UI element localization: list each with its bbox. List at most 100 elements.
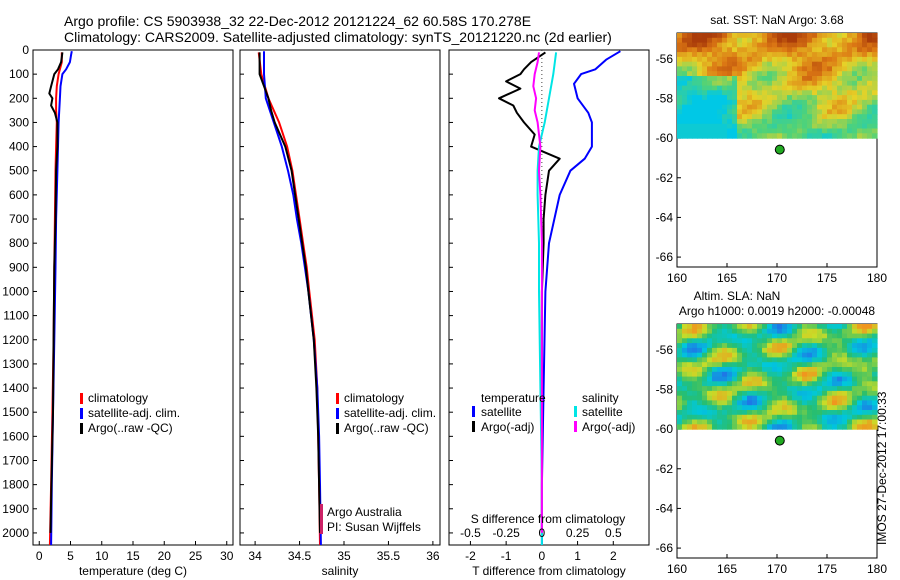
salinity-legend-label-0: climatology bbox=[344, 391, 404, 405]
sst-map-xtick-label-4: 180 bbox=[867, 271, 887, 285]
depth-tick-label-20: 2000 bbox=[2, 526, 29, 540]
sla-map-subtitle: Argo h1000: 0.0019 h2000: -0.00048 bbox=[679, 304, 875, 318]
temperature-legend-swatch-2 bbox=[80, 423, 83, 434]
difference-legend-t-swatch-0 bbox=[472, 406, 475, 417]
temperature-xtick-label-3: 15 bbox=[126, 549, 140, 563]
depth-tick-label-4: 400 bbox=[9, 140, 29, 154]
salinity-xtick-label-1: 34.5 bbox=[288, 549, 312, 563]
sst-map-xtick-label-0: 160 bbox=[667, 271, 687, 285]
sla-map-xtick-label-2: 170 bbox=[767, 562, 787, 576]
temperature-xtick-label-2: 10 bbox=[95, 549, 109, 563]
difference-series-3-line bbox=[532, 52, 543, 533]
temperature-legend-label-0: climatology bbox=[88, 391, 148, 405]
depth-tick-label-13: 1300 bbox=[2, 357, 29, 371]
salinity-legend-swatch-0 bbox=[336, 393, 339, 404]
difference-xtick-label-0: -2 bbox=[465, 549, 476, 563]
depth-tick-label-17: 1700 bbox=[2, 453, 29, 467]
salinity-xtick-label-2: 35 bbox=[337, 549, 351, 563]
sst-map-ytick-label-3: -62 bbox=[656, 171, 674, 185]
temperature-xtick-label-4: 20 bbox=[158, 549, 172, 563]
temperature-x-axis-label: temperature (deg C) bbox=[79, 564, 187, 578]
difference-xtick-label-3: 1 bbox=[574, 549, 581, 563]
sla-map-xtick-label-0: 160 bbox=[667, 562, 687, 576]
difference-legend-t-label-0: satellite bbox=[481, 405, 522, 419]
sla-map-xtick-label-1: 165 bbox=[717, 562, 737, 576]
temperature-legend-swatch-0 bbox=[80, 393, 83, 404]
sla-map-title: Altim. SLA: NaN bbox=[694, 289, 781, 303]
sla-map-ytick-label-2: -60 bbox=[656, 422, 674, 436]
salinity-annotation-0: Argo Australia bbox=[327, 505, 402, 519]
sst-map-xtick-label-2: 170 bbox=[767, 271, 787, 285]
sla-map-ytick-label-5: -66 bbox=[656, 541, 674, 555]
depth-tick-label-10: 1000 bbox=[2, 284, 29, 298]
sst-map-ytick-label-0: -56 bbox=[656, 52, 674, 66]
sst-map-ytick-label-1: -58 bbox=[656, 91, 674, 105]
salinity-x-axis-label: salinity bbox=[322, 564, 359, 578]
sst-map-xtick-label-1: 165 bbox=[717, 271, 737, 285]
salinity-series-0-line bbox=[257, 52, 321, 546]
difference-s-tick-label-2: 0 bbox=[539, 526, 546, 540]
depth-tick-label-15: 1500 bbox=[2, 405, 29, 419]
depth-tick-label-7: 700 bbox=[9, 212, 29, 226]
sla-map-ytick-label-3: -62 bbox=[656, 462, 674, 476]
temperature-frame bbox=[32, 49, 234, 546]
salinity-xtick-label-4: 36 bbox=[426, 549, 440, 563]
difference-xtick-label-1: -1 bbox=[501, 549, 512, 563]
sst-map-argo-point bbox=[774, 144, 785, 155]
sla-map-ytick-label-4: -64 bbox=[656, 501, 674, 515]
sla-map-xtick-label-3: 175 bbox=[817, 562, 837, 576]
temperature-series-2-line bbox=[48, 52, 64, 533]
temperature-legend-swatch-1 bbox=[80, 408, 83, 419]
depth-tick-label-14: 1400 bbox=[2, 381, 29, 395]
depth-tick-label-3: 300 bbox=[9, 115, 29, 129]
difference-legend-s-label-0: satellite bbox=[582, 405, 623, 419]
temperature-xtick-label-6: 30 bbox=[220, 549, 234, 563]
salinity-xtick-label-0: 34 bbox=[248, 549, 262, 563]
depth-tick-label-5: 500 bbox=[9, 164, 29, 178]
difference-series-0-line bbox=[540, 50, 621, 545]
temperature-legend-label-2: Argo(..raw -QC) bbox=[88, 421, 173, 435]
difference-s-tick-label-3: 0.25 bbox=[566, 526, 590, 540]
figure-title-line-2: Climatology: CARS2009. Satellite-adjuste… bbox=[64, 29, 612, 45]
temperature-xtick-label-5: 25 bbox=[189, 549, 203, 563]
sla-map-argo-point bbox=[774, 435, 785, 446]
difference-s-tick-label-1: -0.25 bbox=[492, 526, 520, 540]
depth-tick-label-18: 1800 bbox=[2, 478, 29, 492]
sst-map-xtick-label-3: 175 bbox=[817, 271, 837, 285]
difference-legend-temperature-title: temperature bbox=[481, 391, 546, 405]
sst-map-ytick-label-5: -66 bbox=[656, 250, 674, 264]
sst-map-ytick-label-2: -60 bbox=[656, 131, 674, 145]
difference-frame bbox=[448, 49, 650, 546]
salinity-series-1-line bbox=[263, 51, 322, 546]
depth-tick-label-19: 1900 bbox=[2, 502, 29, 516]
depth-tick-label-0: 0 bbox=[22, 43, 29, 57]
depth-tick-label-6: 600 bbox=[9, 188, 29, 202]
salinity-annotation-mark bbox=[320, 504, 323, 534]
salinity-legend-label-1: satellite-adj. clim. bbox=[344, 406, 436, 420]
difference-s-axis-label: S difference from climatology bbox=[471, 512, 626, 526]
salinity-legend-swatch-1 bbox=[336, 408, 339, 419]
difference-legend-s-swatch-1 bbox=[574, 421, 577, 432]
depth-tick-label-11: 1100 bbox=[3, 309, 29, 323]
temperature-xtick-label-0: 0 bbox=[36, 549, 43, 563]
depth-tick-label-16: 1600 bbox=[2, 429, 29, 443]
sst-map-field bbox=[677, 33, 878, 139]
difference-xtick-label-4: 2 bbox=[610, 549, 617, 563]
difference-series-2-line bbox=[536, 52, 558, 545]
sst-map-title: sat. SST: NaN Argo: 3.68 bbox=[710, 13, 844, 27]
salinity-series-2-line bbox=[258, 52, 321, 533]
difference-s-tick-label-0: -0.5 bbox=[460, 526, 481, 540]
difference-xtick-label-2: 0 bbox=[539, 549, 546, 563]
depth-tick-label-1: 100 bbox=[9, 67, 29, 81]
depth-tick-label-12: 1200 bbox=[2, 333, 29, 347]
difference-legend-t-label-1: Argo(-adj) bbox=[481, 420, 534, 434]
sst-map-ytick-label-4: -64 bbox=[656, 210, 674, 224]
temperature-xtick-label-1: 5 bbox=[67, 549, 74, 563]
difference-legend-t-swatch-1 bbox=[472, 421, 475, 432]
salinity-legend-swatch-2 bbox=[336, 423, 339, 434]
difference-legend-salinity-title: salinity bbox=[582, 391, 619, 405]
salinity-legend-label-2: Argo(..raw -QC) bbox=[344, 421, 429, 435]
difference-series-1-line bbox=[498, 51, 561, 533]
depth-tick-label-9: 900 bbox=[9, 260, 29, 274]
sla-map-ytick-label-0: -56 bbox=[656, 343, 674, 357]
